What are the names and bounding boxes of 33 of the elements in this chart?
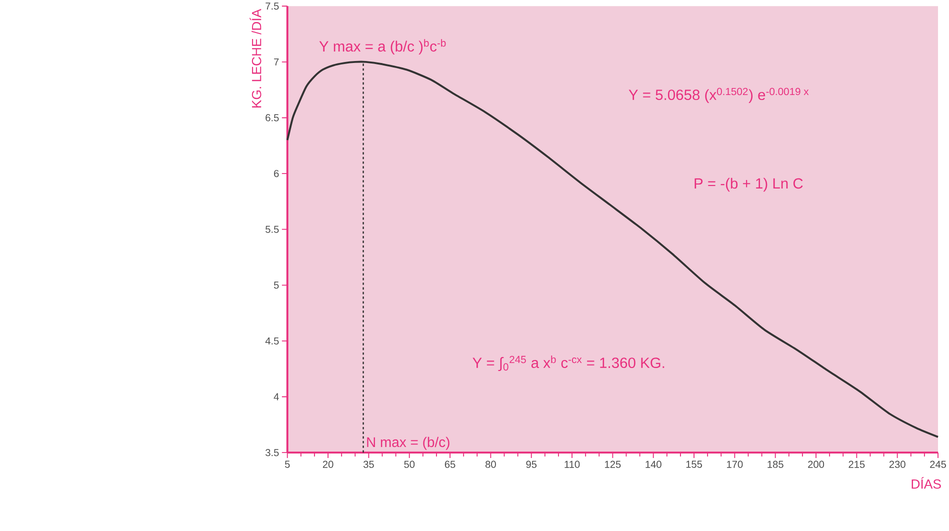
y-axis-title: KG. LECHE /DÍA bbox=[250, 9, 262, 108]
y-tick-label: 3.5 bbox=[266, 449, 279, 456]
x-tick-label: 215 bbox=[848, 460, 865, 468]
x-axis-title: DÍAS bbox=[912, 477, 941, 489]
annotation: Y max = a (b/c )$^{b}$c$^{-b}$ bbox=[319, 39, 446, 55]
x-tick-label: 170 bbox=[727, 460, 743, 468]
ref-line-label: N max = (b/c) bbox=[367, 436, 450, 450]
annotation: Y = 5.0658 (x$^{0.1502}$) e$^{-0.0019 x}$ bbox=[628, 88, 809, 104]
annotation: P = -(b + 1) Ln C bbox=[694, 178, 803, 192]
x-tick-label: 20 bbox=[322, 460, 334, 468]
y-tick-label: 7 bbox=[274, 58, 279, 66]
x-tick-label: 140 bbox=[646, 460, 662, 468]
x-tick-label: 65 bbox=[444, 460, 456, 468]
x-tick-label: 230 bbox=[889, 460, 906, 468]
y-tick-label: 7.5 bbox=[266, 2, 279, 10]
y-tick-label: 5.5 bbox=[266, 226, 279, 234]
y-tick-label: 6 bbox=[274, 170, 279, 178]
x-tick-label: 185 bbox=[768, 460, 784, 468]
x-tick-label: 110 bbox=[564, 460, 580, 468]
y-tick-label: 4.5 bbox=[265, 338, 279, 345]
x-tick-label: 95 bbox=[526, 460, 537, 468]
annotation: Y = ∫$_{0}$$^{245}$ a x$^{b}$ c$^{-cx}$ = 1.360 KG. bbox=[472, 356, 664, 372]
x-tick-label: 155 bbox=[686, 460, 702, 468]
x-tick-label: 125 bbox=[605, 460, 621, 468]
x-tick-label: 35 bbox=[363, 460, 374, 468]
x-tick-label: 5 bbox=[284, 460, 290, 468]
x-tick-label: 245 bbox=[930, 460, 946, 468]
x-tick-label: 80 bbox=[486, 460, 496, 468]
y-tick-label: 6.5 bbox=[266, 114, 279, 122]
y-tick-label: 4 bbox=[274, 393, 279, 400]
y-tick-label: 5 bbox=[274, 282, 279, 289]
x-tick-label: 200 bbox=[808, 460, 824, 468]
x-tick-label: 50 bbox=[404, 460, 415, 468]
